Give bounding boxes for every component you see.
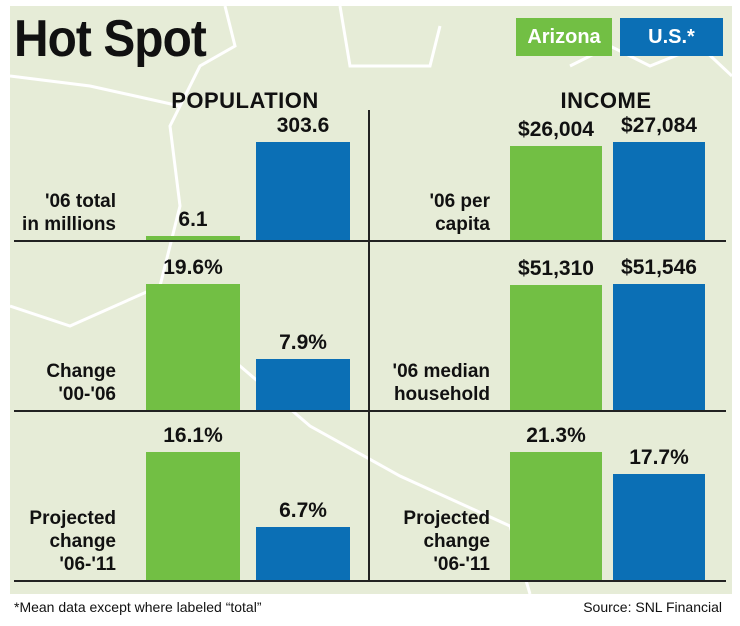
row-label: Projected change '06-'11 <box>370 507 490 576</box>
row-label-line: capita <box>435 214 490 235</box>
state-border <box>338 5 442 68</box>
row-label-line: '00-'06 <box>58 384 116 405</box>
legend-arizona: Arizona <box>516 18 612 56</box>
row-divider <box>14 410 726 412</box>
section-title-income: INCOME <box>560 88 652 113</box>
row-label-line: in millions <box>22 214 116 235</box>
row-label-line: Change <box>46 361 116 382</box>
bar-us <box>256 359 350 410</box>
data-label: 19.6% <box>163 256 223 279</box>
data-label: $26,004 <box>518 118 594 141</box>
row-divider <box>14 240 726 242</box>
row-label: '06 per capita <box>370 190 491 236</box>
row-label-line: '06-'11 <box>433 554 490 575</box>
bar-us <box>613 284 705 410</box>
data-label: 17.7% <box>629 446 689 469</box>
bar-arizona <box>146 284 240 410</box>
footnote: *Mean data except where labeled “total” <box>14 599 262 615</box>
data-label: $27,084 <box>621 114 697 137</box>
row-label: Change '00-'06 <box>0 360 116 406</box>
row-label-line: Projected <box>29 508 116 529</box>
data-label: $51,310 <box>518 257 594 280</box>
legend-us: U.S.* <box>620 18 723 56</box>
row-label: Projected change '06-'11 <box>0 507 116 576</box>
bar-us <box>256 527 350 580</box>
data-label: 303.6 <box>276 114 330 137</box>
data-label: 6.7% <box>279 499 327 522</box>
bar-us <box>613 474 705 580</box>
row-label-line: '06-'11 <box>59 554 116 575</box>
row-label-line: household <box>393 384 490 405</box>
data-label: $51,546 <box>621 256 697 279</box>
background-map <box>9 5 734 595</box>
data-label: 16.1% <box>163 424 223 447</box>
row-label-line: '06 per <box>429 191 491 212</box>
state-border <box>9 284 161 328</box>
section-divider <box>368 110 370 582</box>
row-label-line: change <box>423 531 490 552</box>
data-label: 7.9% <box>279 331 327 354</box>
data-label: 21.3% <box>526 424 586 447</box>
row-label: '06 total in millions <box>0 190 116 236</box>
bar-arizona <box>510 452 602 580</box>
bar-arizona <box>510 146 602 240</box>
row-label-line: Projected <box>403 508 490 529</box>
row-label: '06 median household <box>370 360 490 406</box>
data-label: 6.1 <box>178 208 208 231</box>
row-label-line: '06 median <box>392 361 490 382</box>
bar-arizona <box>146 236 240 240</box>
bar-us <box>613 142 705 240</box>
bar-arizona <box>146 452 240 580</box>
row-label-line: '06 total <box>44 191 116 212</box>
state-border <box>9 74 181 108</box>
bar-arizona <box>510 285 602 410</box>
section-title-population: POPULATION <box>171 88 319 113</box>
row-divider <box>14 580 726 582</box>
row-label-line: change <box>49 531 116 552</box>
chart-title: Hot Spot <box>14 10 207 68</box>
source-credit: Source: SNL Financial <box>583 599 722 615</box>
bar-us <box>256 142 350 240</box>
